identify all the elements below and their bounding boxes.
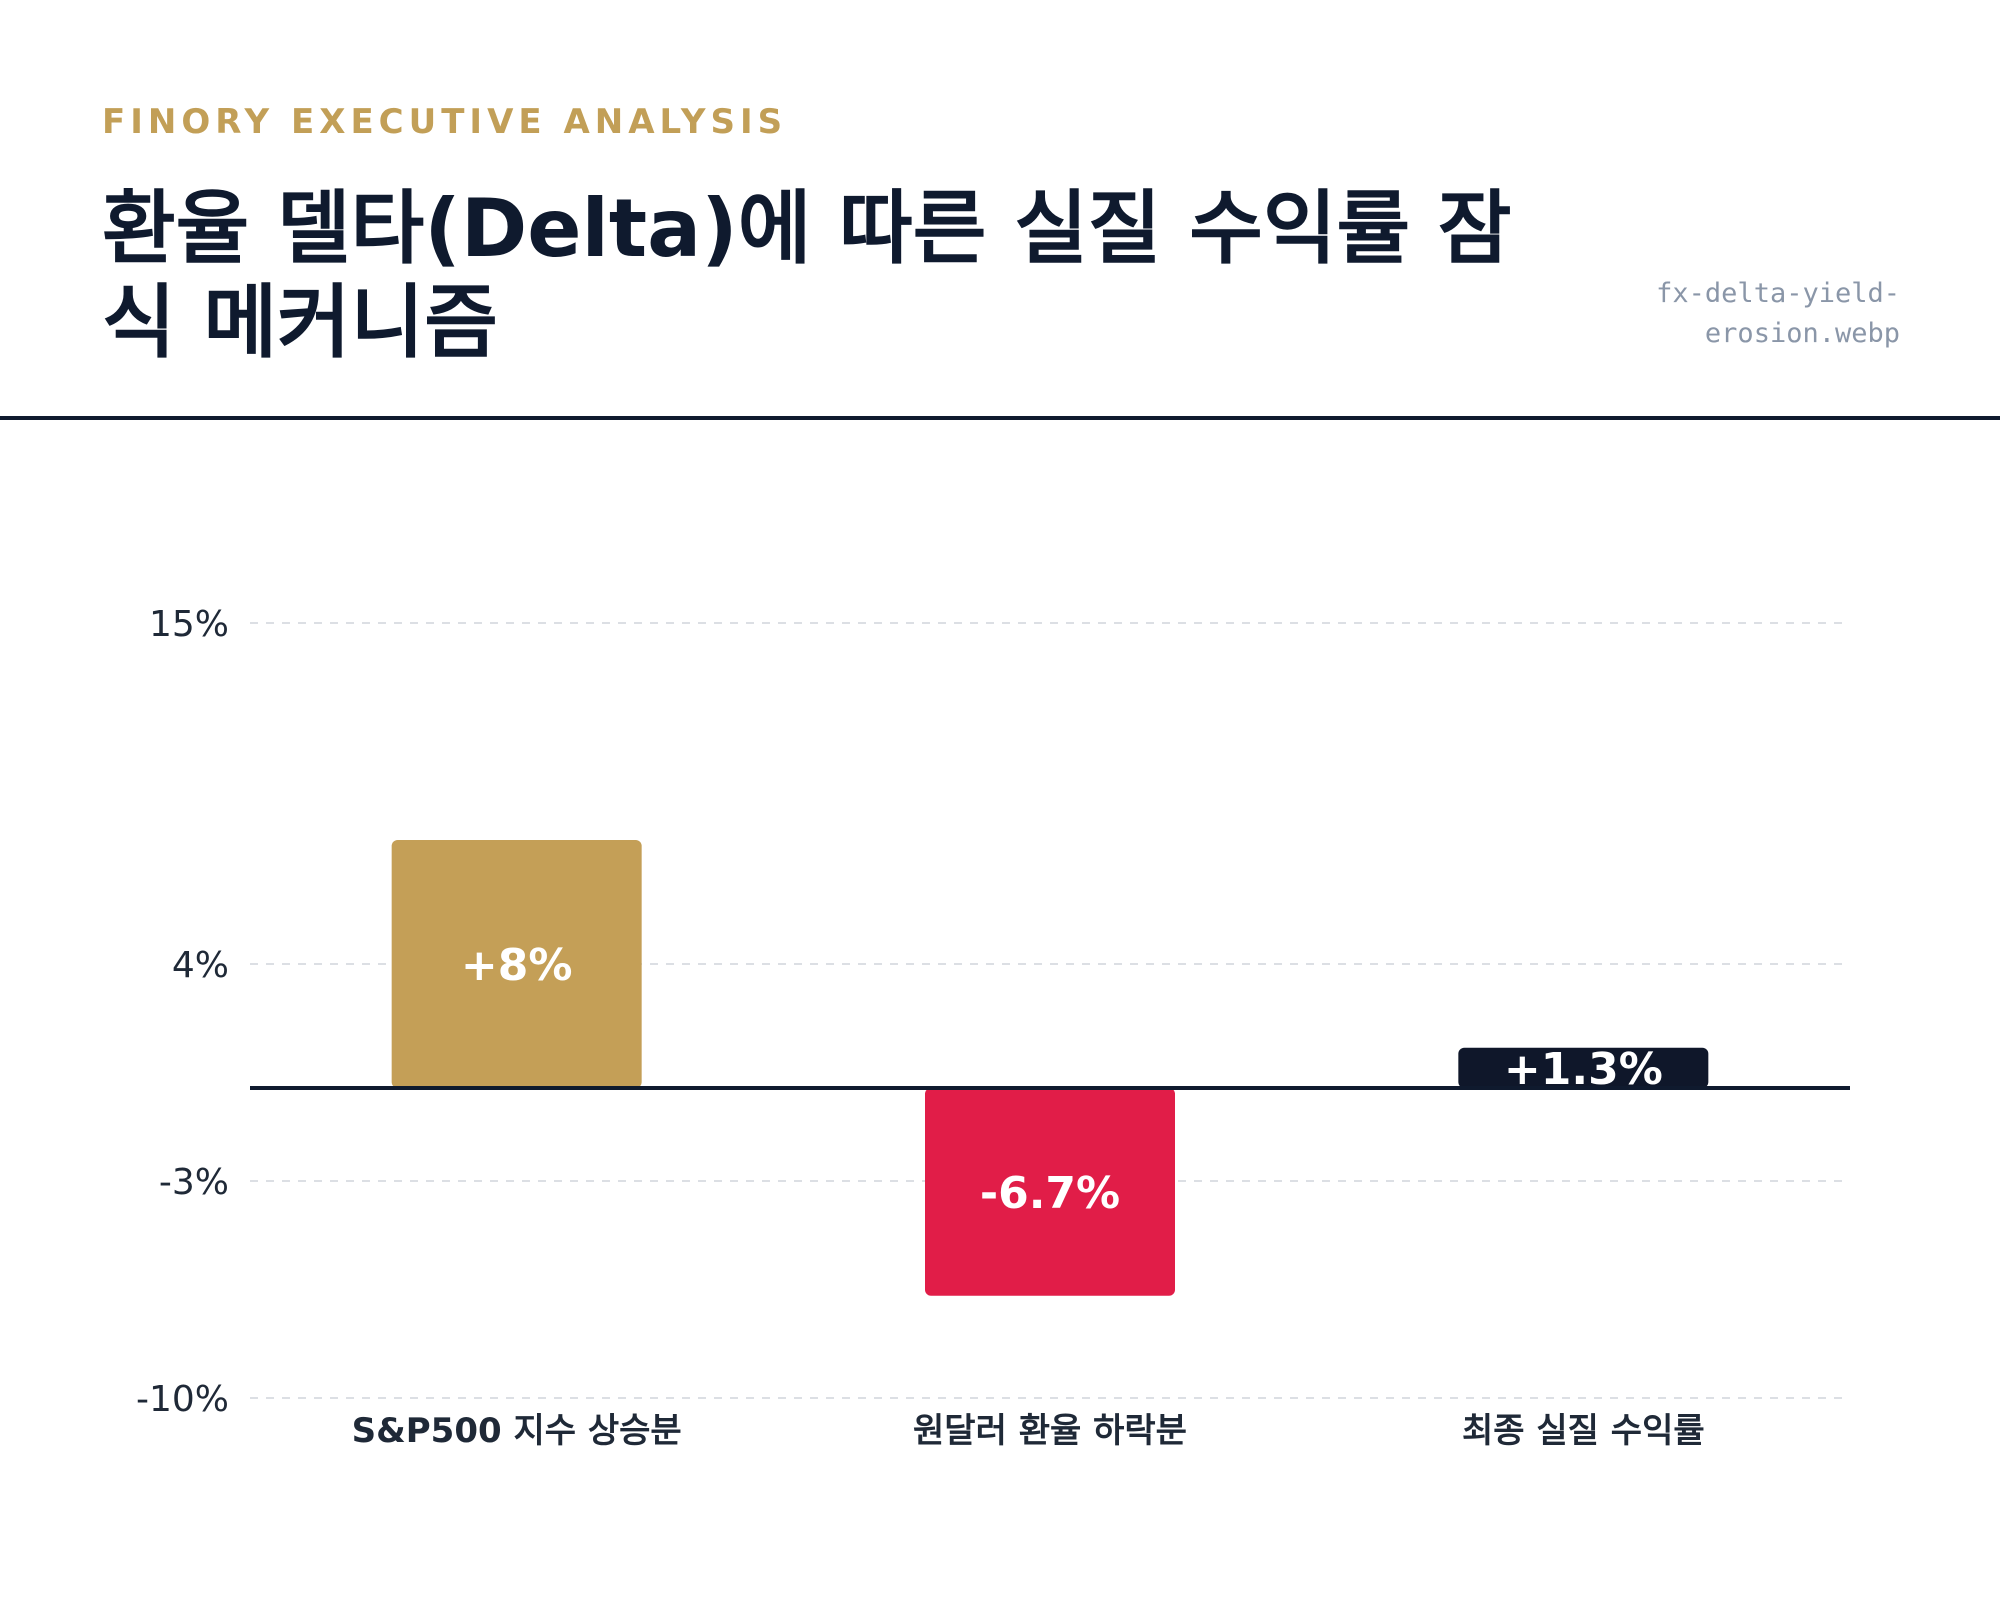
y-tick-label: -10% xyxy=(136,1379,229,1420)
report-eyebrow: FINORY EXECUTIVE ANALYSIS xyxy=(102,102,788,142)
bar-value-label: -6.7% xyxy=(980,1168,1120,1219)
bar xyxy=(391,840,642,1088)
y-tick-label: 4% xyxy=(172,945,229,986)
bar xyxy=(925,1088,1175,1296)
category-label: S&P500 지수 상승분 xyxy=(352,1411,682,1451)
category-label: 원달러 환율 하락분 xyxy=(913,1411,1187,1451)
y-tick-label: 15% xyxy=(149,604,229,645)
bar-value-label: +8% xyxy=(461,940,573,991)
y-tick-label: -3% xyxy=(159,1162,229,1203)
chart-title: 환율 델타(Delta)에 따른 실질 수익률 잠식 메커니즘 xyxy=(102,182,1512,369)
file-name: fx-delta-yield-erosion.webp xyxy=(1656,278,1900,349)
category-label: 최종 실질 수익률 xyxy=(1462,1411,1705,1451)
bar xyxy=(1458,1047,1709,1088)
header-divider xyxy=(0,416,2000,420)
